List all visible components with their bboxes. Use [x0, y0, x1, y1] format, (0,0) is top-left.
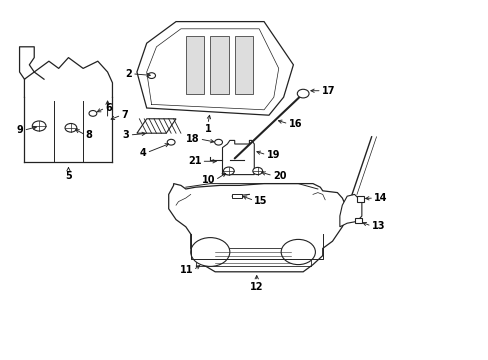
Circle shape	[167, 139, 175, 145]
Polygon shape	[185, 36, 204, 94]
Circle shape	[297, 89, 308, 98]
Circle shape	[89, 111, 97, 116]
Circle shape	[147, 73, 155, 78]
Circle shape	[281, 239, 315, 265]
Polygon shape	[234, 36, 253, 94]
Text: 9: 9	[17, 125, 23, 135]
Text: 4: 4	[140, 148, 146, 158]
Text: 6: 6	[105, 103, 112, 113]
Text: 3: 3	[122, 130, 129, 140]
Polygon shape	[168, 184, 346, 272]
Polygon shape	[339, 194, 361, 227]
Circle shape	[252, 167, 262, 175]
Circle shape	[65, 123, 77, 132]
Text: 2: 2	[125, 69, 132, 79]
Polygon shape	[137, 22, 293, 115]
Text: 12: 12	[249, 282, 263, 292]
Text: 19: 19	[266, 150, 280, 160]
Circle shape	[32, 121, 46, 131]
Polygon shape	[210, 36, 228, 94]
Text: 17: 17	[321, 86, 335, 96]
Text: 11: 11	[179, 265, 193, 275]
Text: 15: 15	[254, 195, 267, 206]
Polygon shape	[354, 218, 361, 223]
Text: 1: 1	[204, 124, 211, 134]
Text: 16: 16	[288, 119, 302, 129]
Polygon shape	[356, 196, 364, 202]
Circle shape	[190, 238, 229, 266]
Text: 8: 8	[85, 130, 92, 140]
Text: 14: 14	[373, 193, 387, 203]
Text: 21: 21	[187, 156, 201, 166]
Polygon shape	[222, 140, 254, 175]
Circle shape	[214, 139, 222, 145]
Text: 20: 20	[272, 171, 286, 181]
Text: 18: 18	[185, 134, 199, 144]
Polygon shape	[137, 119, 176, 133]
Circle shape	[223, 167, 234, 175]
Text: 7: 7	[121, 110, 128, 120]
Text: 10: 10	[201, 175, 215, 185]
Text: 13: 13	[371, 221, 385, 231]
Polygon shape	[232, 194, 242, 198]
Text: 5: 5	[65, 171, 72, 181]
